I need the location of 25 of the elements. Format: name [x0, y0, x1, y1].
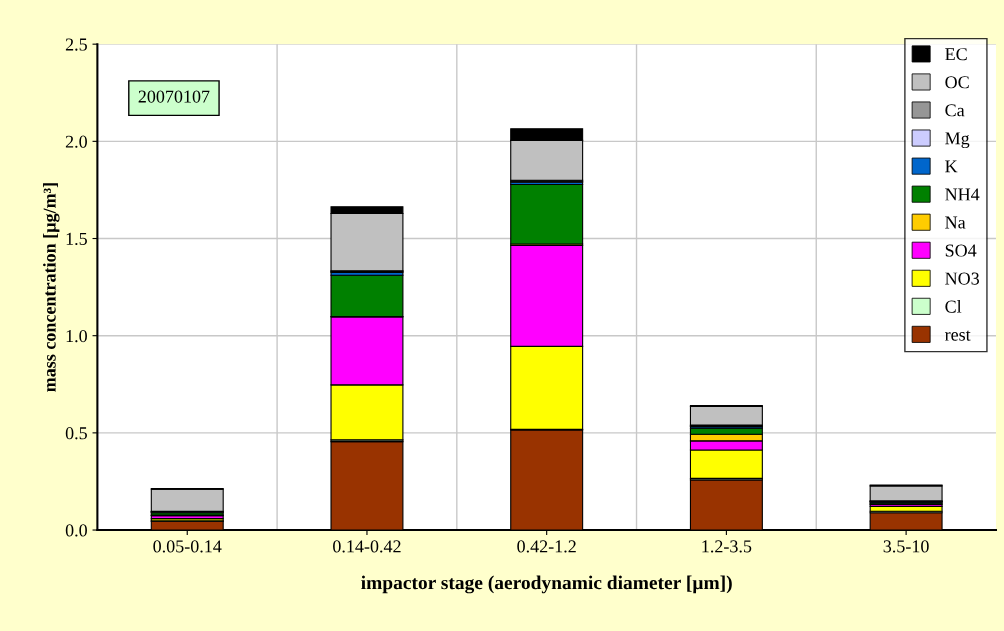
- x-axis-title: impactor stage (aerodynamic diameter [µm]): [361, 575, 732, 594]
- y-tick-label: 1.0: [66, 329, 87, 343]
- x-tick-label: 1.2-3.5: [702, 540, 752, 553]
- legend-label: OC: [945, 76, 969, 89]
- y-tick-label: 0.5: [65, 427, 87, 440]
- annotation: 20070107: [138, 90, 210, 103]
- legend-label: rest: [944, 330, 971, 341]
- legend-label: Mg: [945, 132, 970, 149]
- legend-label: NH4: [945, 188, 980, 201]
- x-tick-label: 3.5-10: [883, 540, 929, 553]
- y-axis-title: mass concentration [µg/m³]: [43, 183, 60, 392]
- y-tick-label: 0.0: [65, 524, 87, 537]
- legend-label: Ca: [945, 104, 965, 117]
- legend-label: Cl: [945, 299, 962, 313]
- y-tick-label: 2.5: [65, 38, 87, 51]
- x-tick-label: 0.42-1.2: [517, 540, 576, 553]
- legend-label: NO3: [945, 272, 980, 285]
- x-tick-label: 0.05-0.14: [153, 540, 222, 553]
- legend-label: K: [945, 160, 958, 173]
- legend-label: Na: [945, 216, 966, 229]
- legend-label: EC: [945, 48, 967, 61]
- y-tick-label: 2.0: [65, 135, 87, 148]
- y-tick-label: 1.5: [66, 232, 87, 246]
- x-tick-label: 0.14-0.42: [333, 540, 401, 553]
- legend-label: SO4: [945, 244, 977, 257]
